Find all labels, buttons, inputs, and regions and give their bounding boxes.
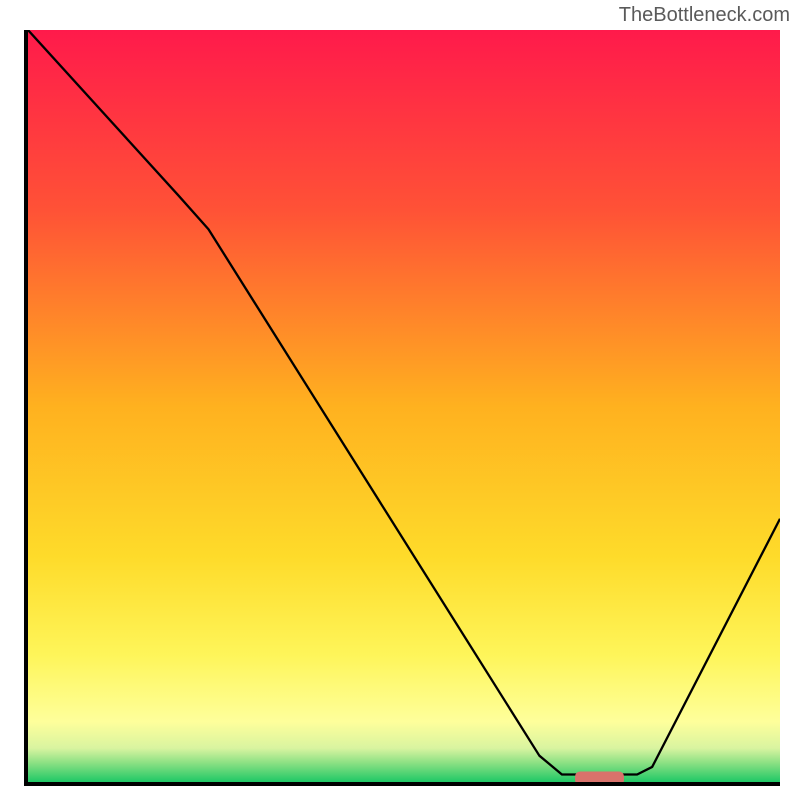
chart-svg (28, 30, 780, 782)
watermark-text: TheBottleneck.com (619, 4, 790, 27)
chart-plot-area (24, 30, 780, 786)
optimal-marker (575, 771, 624, 782)
chart-background (28, 30, 780, 782)
